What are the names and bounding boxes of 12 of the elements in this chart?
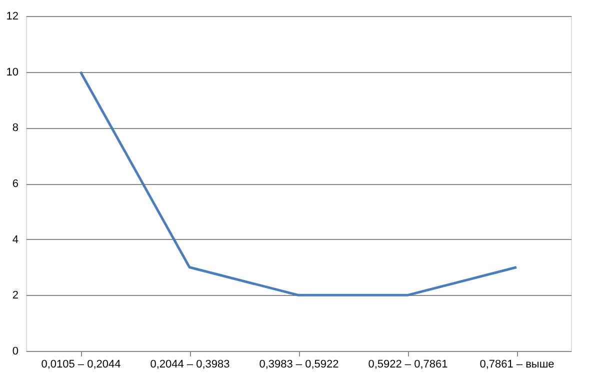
y-tick-label: 12 [6,10,18,22]
x-tick-label: 0,7861 – выше [480,358,554,370]
y-tick-label: 8 [12,122,18,134]
x-tick-label: 0,3983 – 0,5922 [259,358,339,370]
x-tick-label: 0,0105 – 0,2044 [41,358,121,370]
y-tick-label: 10 [6,66,18,78]
x-tick-label: 0,5922 – 0,7861 [368,358,448,370]
y-tick-label: 0 [12,346,18,358]
y-tick-label: 2 [12,290,18,302]
x-tick-label: 0,2044 – 0,3983 [150,358,230,370]
y-tick-label: 6 [12,178,18,190]
y-tick-label: 4 [12,234,18,246]
